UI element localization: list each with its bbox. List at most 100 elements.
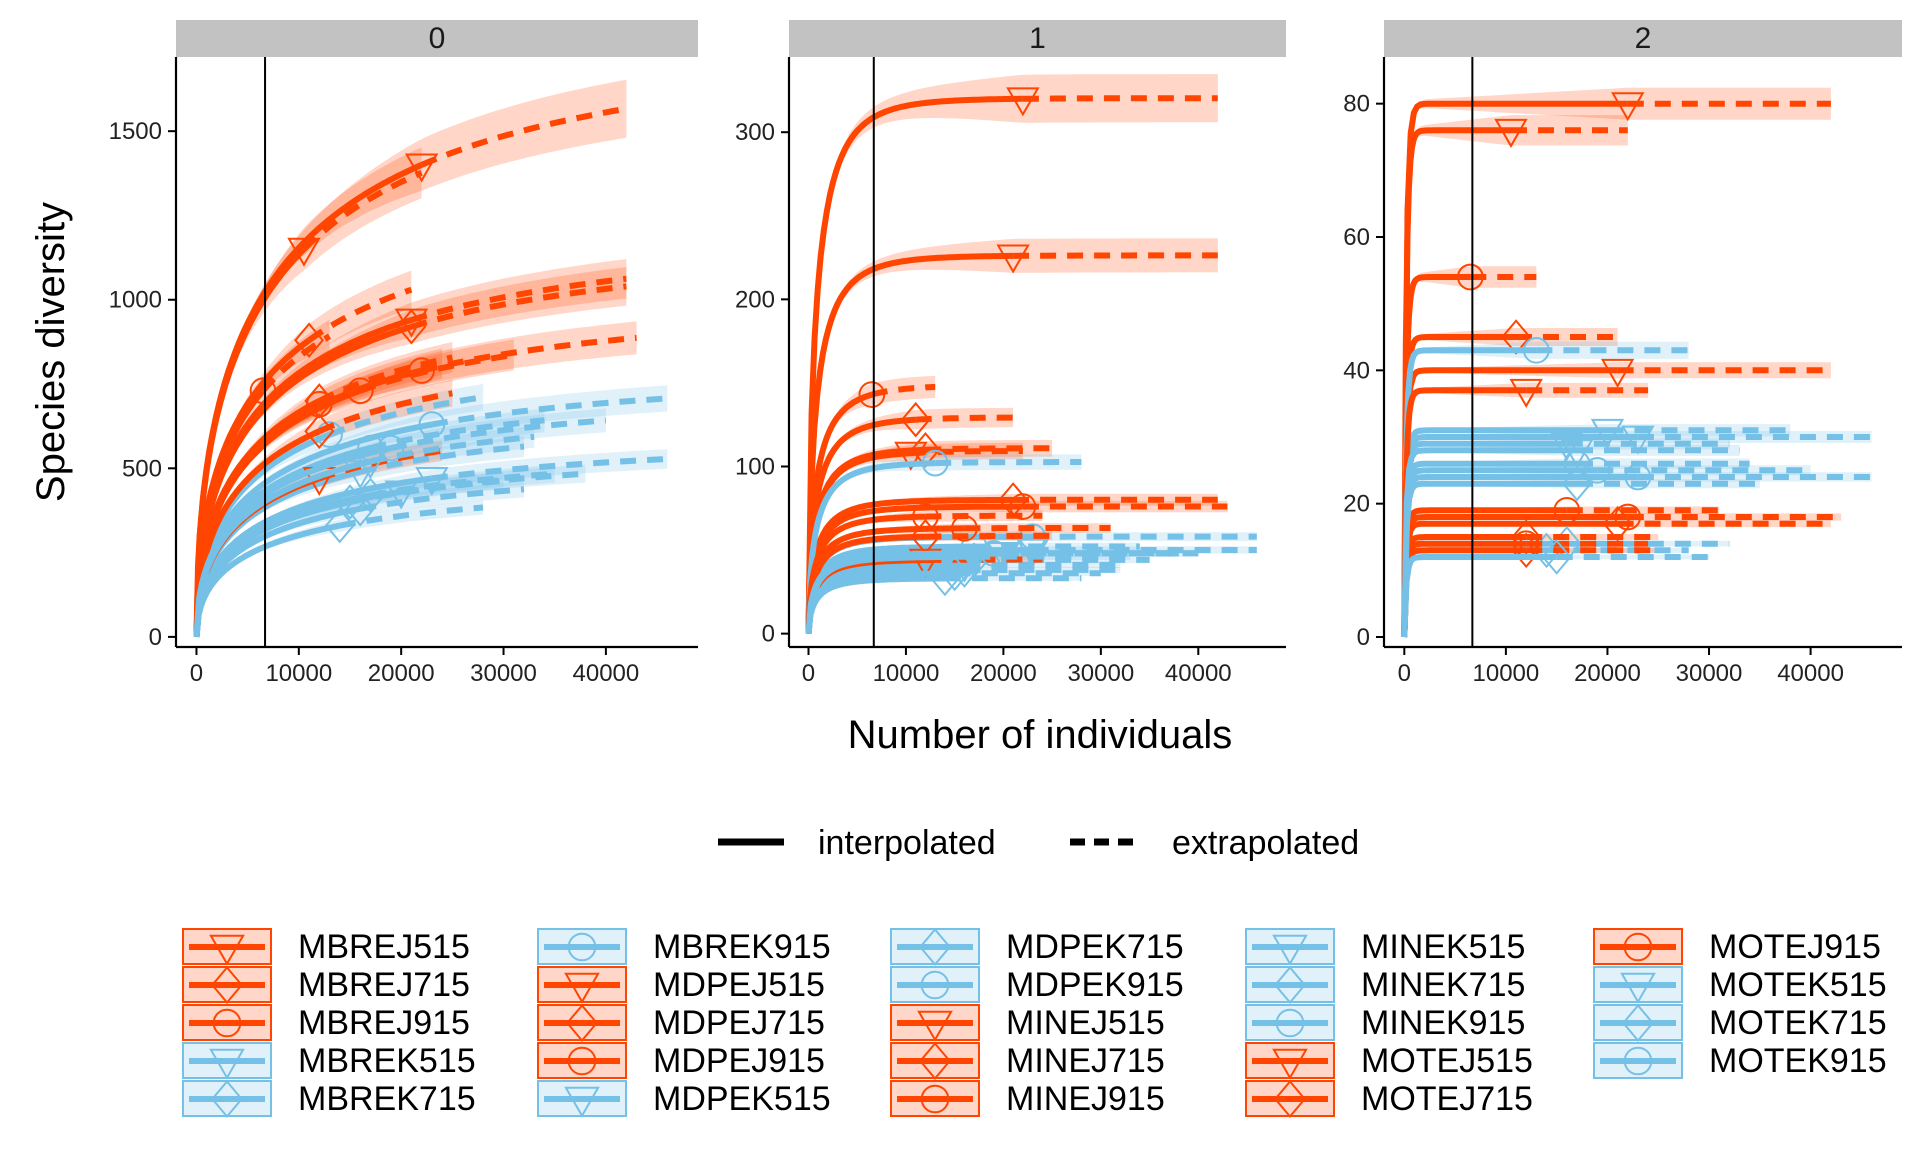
legend-label: MBREK915 bbox=[653, 928, 831, 966]
y-tick-label: 1000 bbox=[109, 287, 162, 314]
interpolated-line-MOTEK715 bbox=[1404, 557, 1556, 637]
y-axis-title: Species diversity bbox=[29, 202, 73, 502]
y-tick-label: 60 bbox=[1343, 224, 1370, 251]
legend-label: MBREJ715 bbox=[298, 966, 470, 1004]
legend-item-MBREJ915: MBREJ915 bbox=[183, 1004, 470, 1042]
y-tick-label: 300 bbox=[735, 119, 775, 146]
legend-item-MDPEK515: MDPEK515 bbox=[538, 1080, 831, 1118]
x-tick-label: 30000 bbox=[1067, 660, 1134, 687]
x-tick-label: 0 bbox=[802, 660, 815, 687]
legend-label: MOTEJ715 bbox=[1361, 1080, 1533, 1118]
legend-label: MINEJ515 bbox=[1006, 1004, 1165, 1042]
legend-label: MINEK715 bbox=[1361, 966, 1525, 1004]
y-tick-label: 0 bbox=[1357, 624, 1370, 651]
sample-legend: MBREJ515MBREJ715MBREJ915MBREK515MBREK715… bbox=[183, 928, 1887, 1118]
legend-label: MDPEK715 bbox=[1006, 928, 1184, 966]
x-tick-label: 30000 bbox=[1676, 660, 1743, 687]
legend-label: MINEJ715 bbox=[1006, 1042, 1165, 1080]
legend-item-MINEJ515: MINEJ515 bbox=[891, 1004, 1165, 1042]
legend-item-MBREK715: MBREK715 bbox=[183, 1080, 476, 1118]
x-tick-label: 20000 bbox=[1574, 660, 1641, 687]
legend-label: MINEK915 bbox=[1361, 1004, 1525, 1042]
legend-item-MDPEJ915: MDPEJ915 bbox=[538, 1042, 825, 1080]
legend-item-MDPEK715: MDPEK715 bbox=[891, 928, 1184, 966]
x-axis-title: Number of individuals bbox=[848, 713, 1233, 757]
legend-label: MOTEJ915 bbox=[1709, 928, 1881, 966]
legend-label: MOTEK915 bbox=[1709, 1042, 1887, 1080]
legend-item-MOTEK915: MOTEK915 bbox=[1594, 1042, 1887, 1080]
legend-label: MOTEK715 bbox=[1709, 1004, 1887, 1042]
x-tick-label: 0 bbox=[190, 660, 203, 687]
legend-label: MDPEJ715 bbox=[653, 1004, 825, 1042]
y-tick-label: 200 bbox=[735, 286, 775, 313]
ci-band-MDPEJ915 bbox=[1404, 513, 1841, 637]
legend-item-MOTEK515: MOTEK515 bbox=[1594, 966, 1887, 1004]
x-tick-label: 20000 bbox=[368, 660, 435, 687]
legend-label: MBREJ515 bbox=[298, 928, 470, 966]
y-tick-label: 500 bbox=[122, 455, 162, 482]
y-tick-label: 20 bbox=[1343, 491, 1370, 518]
legend-label: MBREK515 bbox=[298, 1042, 476, 1080]
x-tick-label: 30000 bbox=[470, 660, 537, 687]
y-tick-label: 1500 bbox=[109, 118, 162, 145]
x-tick-label: 40000 bbox=[1165, 660, 1232, 687]
legend-item-MBREJ515: MBREJ515 bbox=[183, 928, 470, 966]
ci-band-MOTEK715 bbox=[1404, 555, 1709, 637]
legend-label: MDPEJ915 bbox=[653, 1042, 825, 1080]
legend-item-MDPEK915: MDPEK915 bbox=[891, 966, 1184, 1004]
linetype-legend: interpolated extrapolated bbox=[718, 824, 1359, 862]
legend-label: MOTEJ515 bbox=[1361, 1042, 1533, 1080]
legend-item-MINEK515: MINEK515 bbox=[1246, 928, 1525, 966]
legend-item-MDPEJ515: MDPEJ515 bbox=[538, 966, 825, 1004]
y-tick-label: 80 bbox=[1343, 91, 1370, 118]
y-tick-label: 0 bbox=[762, 621, 775, 648]
x-tick-label: 10000 bbox=[873, 660, 940, 687]
x-tick-label: 10000 bbox=[1473, 660, 1540, 687]
legend-item-MOTEJ915: MOTEJ915 bbox=[1594, 928, 1881, 966]
legend-label: MDPEK915 bbox=[1006, 966, 1184, 1004]
legend-label: MOTEK515 bbox=[1709, 966, 1887, 1004]
x-tick-label: 40000 bbox=[1777, 660, 1844, 687]
interpolated-line-MOTEJ715 bbox=[1404, 550, 1526, 637]
legend-item-MINEK715: MINEK715 bbox=[1246, 966, 1525, 1004]
interpolated-line-MINEJ915 bbox=[1404, 510, 1567, 637]
legend-label: MINEK515 bbox=[1361, 928, 1525, 966]
facet-strip-label: 2 bbox=[1635, 22, 1652, 55]
legend-label-extrapolated: extrapolated bbox=[1172, 824, 1359, 862]
legend-item-MINEJ715: MINEJ715 bbox=[891, 1042, 1165, 1080]
x-tick-label: 20000 bbox=[970, 660, 1037, 687]
legend-item-MOTEJ515: MOTEJ515 bbox=[1246, 1042, 1533, 1080]
panel-data bbox=[1404, 88, 1871, 637]
legend-item-MINEK915: MINEK915 bbox=[1246, 1004, 1525, 1042]
legend-label: MBREJ915 bbox=[298, 1004, 470, 1042]
facet-strip-label: 1 bbox=[1029, 22, 1046, 55]
legend-item-MBREK515: MBREK515 bbox=[183, 1042, 476, 1080]
interpolated-line-MBREK715 bbox=[1404, 550, 1546, 637]
x-tick-label: 40000 bbox=[573, 660, 640, 687]
legend-item-MDPEJ715: MDPEJ715 bbox=[538, 1004, 825, 1042]
y-tick-label: 40 bbox=[1343, 357, 1370, 384]
legend-label-interpolated: interpolated bbox=[818, 824, 996, 862]
legend-label: MINEJ915 bbox=[1006, 1080, 1165, 1118]
legend-label: MDPEJ515 bbox=[653, 966, 825, 1004]
legend-item-MOTEJ715: MOTEJ715 bbox=[1246, 1080, 1533, 1118]
interpolated-line-MINEJ515 bbox=[1404, 130, 1511, 637]
panel-data bbox=[197, 80, 668, 637]
legend-item-MBREJ715: MBREJ715 bbox=[183, 966, 470, 1004]
interpolated-line-MDPEJ715 bbox=[1404, 524, 1617, 637]
interpolated-line-MBREJ715 bbox=[1404, 337, 1516, 637]
ci-band-MBREK515 bbox=[1404, 424, 1790, 637]
legend-item-MOTEK715: MOTEK715 bbox=[1594, 1004, 1887, 1042]
ci-band-MDPEJ515 bbox=[1404, 362, 1831, 637]
panel-data bbox=[809, 74, 1257, 634]
legend-label: MDPEK515 bbox=[653, 1080, 831, 1118]
x-tick-label: 10000 bbox=[265, 660, 332, 687]
legend-item-MINEJ915: MINEJ915 bbox=[891, 1080, 1165, 1118]
x-tick-label: 0 bbox=[1398, 660, 1411, 687]
